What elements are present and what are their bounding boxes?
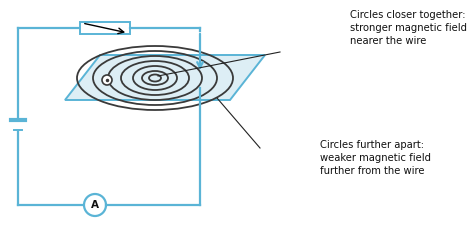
- Text: Circles closer together:
stronger magnetic field
nearer the wire: Circles closer together: stronger magnet…: [350, 10, 467, 46]
- Circle shape: [84, 194, 106, 216]
- Polygon shape: [65, 55, 265, 100]
- Text: A: A: [91, 200, 99, 210]
- Circle shape: [102, 75, 112, 85]
- Bar: [80, 22, 130, 34]
- Text: Circles further apart:
weaker magnetic field
further from the wire: Circles further apart: weaker magnetic f…: [320, 140, 431, 176]
